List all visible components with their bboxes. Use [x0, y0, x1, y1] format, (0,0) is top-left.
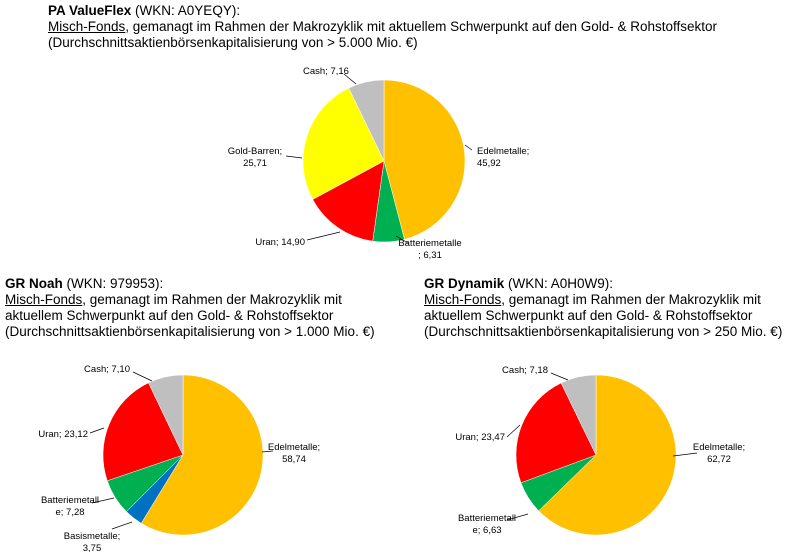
leader-line: [672, 452, 698, 457]
leader-line: [89, 427, 105, 434]
fund-wkn: (WKN: 979953):: [62, 276, 164, 291]
data-label-uran: Uran; 14,90: [255, 237, 305, 248]
fund-name: PA ValueFlex: [48, 3, 132, 18]
leader-line: [306, 231, 341, 241]
pie-slice-edelmetalle: [383, 79, 466, 240]
leader-line: [506, 424, 521, 438]
pie-slice-cash: [148, 374, 184, 456]
leader-line: [464, 144, 473, 151]
data-label-cash: Cash; 7,10: [84, 364, 130, 375]
fund-description-line-3: (Durchschnittsaktienbörsenkapitalisierun…: [424, 324, 783, 339]
data-label-uran: Uran; 23,47: [455, 432, 505, 443]
fund-description-line-1: , gemanagt im Rahmen der Makrozyklik mit…: [125, 19, 718, 34]
data-label-gold-barren: Gold-Barren; 25,71: [228, 146, 282, 169]
fund-type: Misch-Fonds: [424, 292, 502, 307]
leader-line: [506, 513, 529, 521]
data-label-edelmetalle: Edelmetalle; 58,74: [268, 442, 320, 465]
leader-line: [395, 235, 409, 244]
leader-line: [285, 155, 303, 159]
data-label-batteriemetalle: Batteriemetall e; 7,28: [41, 495, 99, 518]
fund-header-gr-dynamik: GR Dynamik (WKN: A0H0W9): Misch-Fonds, g…: [424, 276, 782, 340]
pie-slice-edelmetalle: [538, 374, 677, 536]
fund-description-line-2: aktuellem Schwerpunkt auf den Gold- & Ro…: [5, 308, 334, 323]
data-label-cash: Cash; 7,16: [303, 66, 349, 77]
data-label-edelmetalle: Edelmetalle; 62,72: [693, 442, 745, 465]
fund-description-line-3: (Durchschnittsaktienbörsenkapitalisierun…: [48, 35, 418, 50]
fund-wkn: (WKN: A0YEQY):: [131, 3, 241, 18]
fund-wkn: (WKN: A0H0W9):: [504, 276, 614, 291]
data-label-batteriemetalle: Batteriemetalle; 6,31: [398, 238, 461, 261]
data-label-cash: Cash; 7,18: [502, 365, 548, 376]
pie-slice-edelmetalle: [140, 374, 264, 536]
pie-slice-uran: [102, 382, 184, 482]
fund-description-line-1: , gemanagt im Rahmen der Makrozyklik mit: [82, 292, 342, 307]
fund-description-line-1: , gemanagt im Rahmen der Makrozyklik mit: [501, 292, 761, 307]
fund-name: GR Dynamik: [424, 276, 505, 291]
leader-line: [261, 450, 274, 453]
fund-type: Misch-Fonds: [5, 292, 83, 307]
data-label-uran: Uran; 23,12: [38, 429, 88, 440]
pie-slice-uran: [312, 160, 385, 242]
pie-slice-cash: [560, 374, 597, 456]
pie-slice-uran: [515, 382, 597, 484]
leader-line: [111, 521, 133, 530]
data-label-batteriemetalle: Batteriemetall e; 6,63: [458, 513, 516, 536]
leader-line: [132, 371, 153, 382]
data-label-basismetalle: Basismetalle; 3,75: [64, 531, 121, 552]
fund-type: Misch-Fonds: [48, 19, 126, 34]
fund-header-gr-noah: GR Noah (WKN: 979953): Misch-Fonds, gema…: [5, 276, 375, 340]
data-label-edelmetalle: Edelmetalle; 45,92: [477, 146, 529, 169]
pie-slice-gold-barren: [302, 87, 385, 200]
pie-slice-cash: [348, 79, 385, 162]
fund-name: GR Noah: [5, 276, 63, 291]
fund-description-line-2: aktuellem Schwerpunkt auf den Gold- & Ro…: [424, 308, 753, 323]
leader-line: [91, 497, 115, 504]
fund-description-line-3: (Durchschnittsaktienbörsenkapitalisierun…: [5, 324, 375, 339]
fund-header-pa-valueflex: PA ValueFlex (WKN: A0YEQY): Misch-Fonds,…: [48, 3, 717, 51]
leader-line: [550, 372, 569, 381]
leader-line: [343, 73, 357, 85]
